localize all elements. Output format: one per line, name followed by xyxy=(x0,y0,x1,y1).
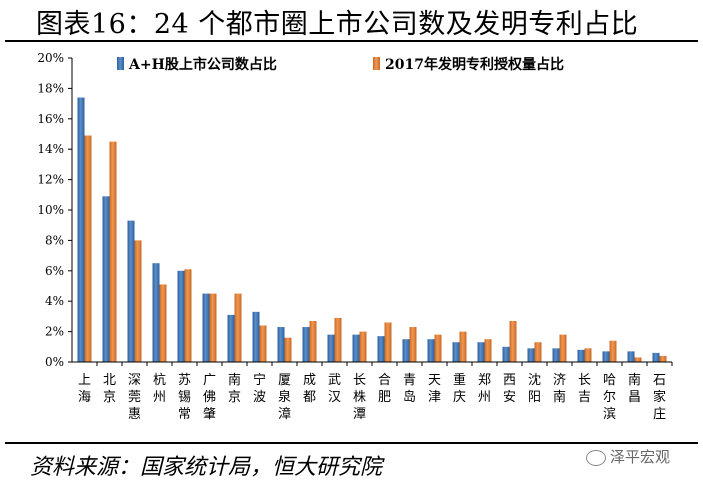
y-tick-label: 14% xyxy=(37,142,64,156)
bar-series2 xyxy=(509,320,517,362)
bar-series2 xyxy=(659,355,667,362)
y-tick-label: 16% xyxy=(37,112,64,126)
bottom-rule xyxy=(5,442,698,444)
bar-series1 xyxy=(527,348,535,362)
bar-series2 xyxy=(134,240,142,362)
x-category-label: 长株潭 xyxy=(353,373,366,422)
bar-series1 xyxy=(452,342,460,362)
y-tick-label: 2% xyxy=(45,325,64,339)
legend-label-series1: A+H股上市公司数占比 xyxy=(128,56,277,73)
bar-series1 xyxy=(352,334,360,362)
x-category-label: 宁波 xyxy=(253,372,266,405)
bar-series2 xyxy=(559,334,567,362)
bar-series1 xyxy=(502,346,510,362)
y-tick-label: 18% xyxy=(37,81,64,95)
figure-title: 图表16：24 个都市圈上市公司数及发明专利占比 xyxy=(36,9,639,40)
bar-series1 xyxy=(577,349,585,362)
bar-series2 xyxy=(84,135,92,362)
bar-series2 xyxy=(309,320,317,362)
x-category-label: 苏锡常 xyxy=(178,372,191,422)
bar-series2 xyxy=(484,339,492,362)
bar-series2 xyxy=(409,327,417,362)
bar-series2 xyxy=(284,337,292,362)
bar-series1 xyxy=(227,314,235,362)
x-category-label: 青岛 xyxy=(403,373,416,405)
bar-series1 xyxy=(627,351,635,362)
x-category-label: 广佛肇 xyxy=(203,373,216,422)
x-category-label: 济南 xyxy=(553,373,566,405)
x-axis: 上海北京深莞惠杭州苏锡常广佛肇南京宁波厦泉漳成都武汉长株潭合肥青岛天津重庆郑州西… xyxy=(72,361,673,422)
bar-series2 xyxy=(534,342,542,362)
bar-series1 xyxy=(552,348,560,362)
x-category-label: 沈阳 xyxy=(528,373,541,405)
bar-series2 xyxy=(159,284,167,362)
x-category-label: 南京 xyxy=(228,372,241,405)
bar-series1 xyxy=(202,293,210,362)
x-category-label: 重庆 xyxy=(453,372,466,405)
bar-series2 xyxy=(359,331,367,362)
legend: A+H股上市公司数占比 2017年发明专利授权量占比 xyxy=(117,56,564,73)
bar-series2 xyxy=(434,334,442,362)
bar-series1 xyxy=(427,339,435,362)
bar-chart: 0% 2% 4% 6% 8% 10% 12% 14% 16% 18% 20% 上海北京深莞惠杭州苏锡… xyxy=(37,51,673,422)
top-rule xyxy=(5,40,698,42)
bars xyxy=(77,97,667,363)
bar-series2 xyxy=(234,293,242,362)
x-category-label: 石家庄 xyxy=(653,373,666,422)
y-tick-label: 8% xyxy=(45,233,64,247)
x-category-label: 长吉 xyxy=(578,373,591,405)
y-tick-label: 4% xyxy=(45,294,64,308)
bar-series2 xyxy=(584,348,592,362)
y-tick-label: 0% xyxy=(45,355,64,369)
x-category-label: 合肥 xyxy=(378,373,391,405)
y-tick-label: 20% xyxy=(37,51,64,65)
y-tick-label: 10% xyxy=(37,203,64,217)
wechat-icon xyxy=(586,449,606,466)
bar-series1 xyxy=(252,311,260,362)
bar-series1 xyxy=(77,97,85,363)
bar-series1 xyxy=(652,352,660,362)
x-category-label: 天津 xyxy=(428,373,441,405)
bar-series1 xyxy=(327,334,335,362)
y-axis: 0% 2% 4% 6% 8% 10% 12% 14% 16% 18% 20% xyxy=(37,51,73,369)
x-category-label: 武汉 xyxy=(328,373,341,405)
watermark-text: 泽平宏观 xyxy=(610,448,671,466)
bar-series2 xyxy=(109,141,117,362)
y-tick-label: 6% xyxy=(45,264,64,278)
source-note: 资料来源：国家统计局，恒大研究院 xyxy=(30,455,383,480)
x-category-label: 北京 xyxy=(103,373,116,405)
x-category-label: 西安 xyxy=(503,373,516,405)
x-category-label: 哈尔滨 xyxy=(603,373,616,422)
bar-series1 xyxy=(602,351,610,362)
x-category-label: 郑州 xyxy=(478,373,491,405)
bar-series2 xyxy=(209,293,217,362)
bar-series1 xyxy=(377,336,385,362)
x-category-label: 上海 xyxy=(78,373,91,405)
x-category-label: 杭州 xyxy=(153,373,166,405)
bar-series2 xyxy=(334,317,342,362)
legend-swatch-series1 xyxy=(117,57,124,70)
watermark: 泽平宏观 xyxy=(586,446,670,467)
bar-series2 xyxy=(259,325,267,362)
bar-series1 xyxy=(127,220,135,362)
bar-series1 xyxy=(102,196,110,362)
x-category-label: 深莞惠 xyxy=(128,373,141,422)
bar-series2 xyxy=(184,269,192,362)
bar-series1 xyxy=(177,270,185,362)
bar-series2 xyxy=(609,340,617,362)
bar-series1 xyxy=(302,327,310,362)
bar-series1 xyxy=(402,339,410,362)
bar-series1 xyxy=(152,263,160,362)
bar-series1 xyxy=(277,327,285,362)
x-category-label: 南昌 xyxy=(628,372,641,405)
bar-series2 xyxy=(384,322,392,362)
x-category-label: 厦泉漳 xyxy=(278,373,291,422)
bar-series1 xyxy=(477,342,485,362)
y-tick-label: 12% xyxy=(37,173,64,187)
legend-swatch-series2 xyxy=(373,57,380,70)
legend-label-series2: 2017年发明专利授权量占比 xyxy=(385,56,564,73)
bar-series2 xyxy=(634,357,642,362)
bar-series2 xyxy=(459,331,467,362)
x-category-label: 成都 xyxy=(303,373,316,405)
